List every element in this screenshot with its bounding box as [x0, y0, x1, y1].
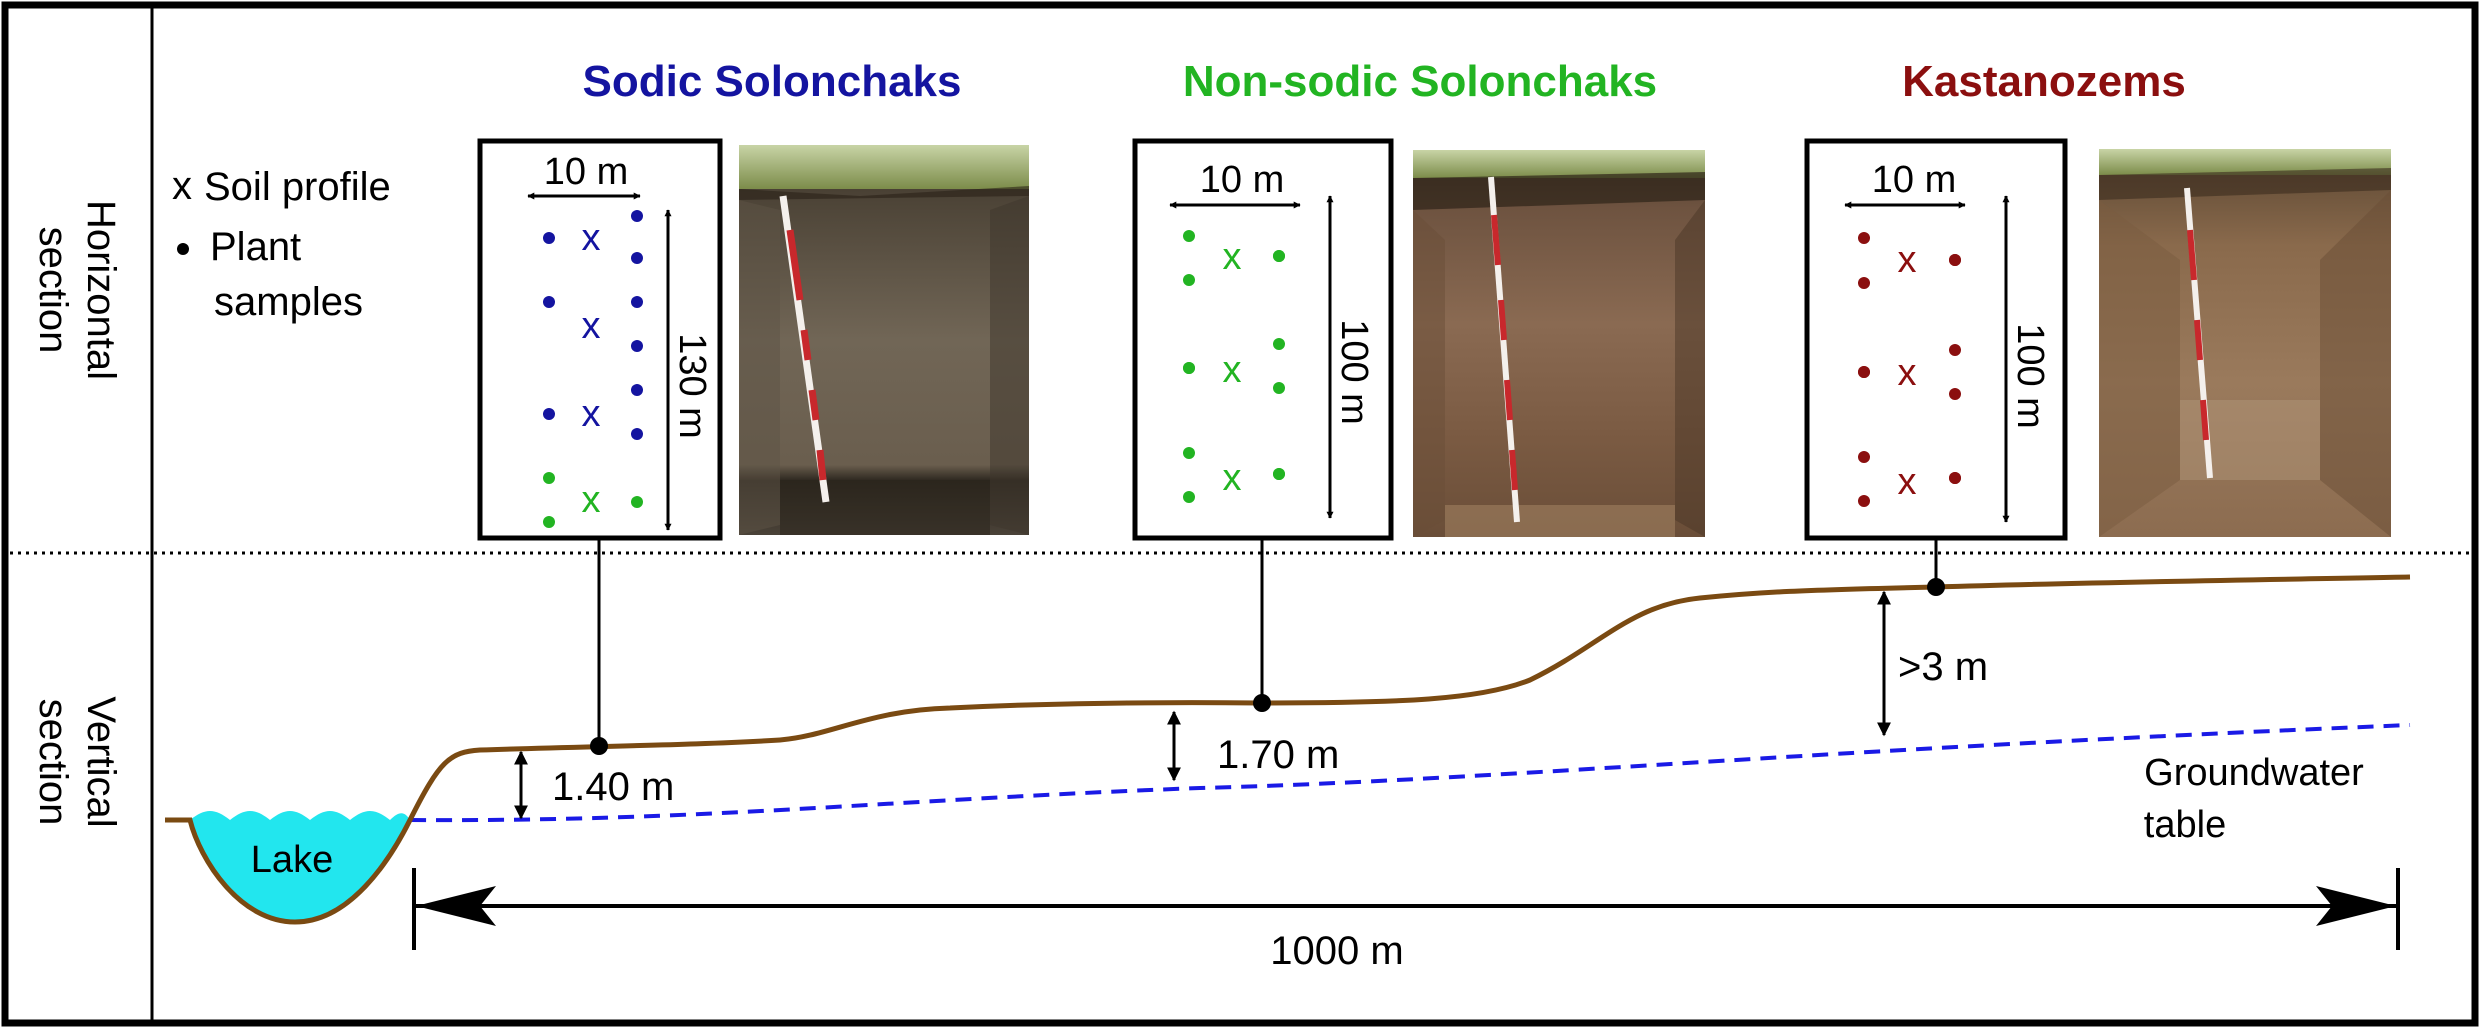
plant-sample-dot [1183, 230, 1195, 242]
soil-profile-label: Soil profile [204, 165, 391, 209]
soil-profile-marker: x [582, 479, 601, 521]
plot-markers: x x x [1183, 230, 1285, 503]
soil-profile-marker: x [1223, 349, 1242, 391]
plot-layout-sodic: 10 m 130 m x x x x [477, 138, 723, 541]
soil-photo-kastanozems [2099, 149, 2391, 537]
plant-sample-dot [631, 428, 643, 440]
lake-water [190, 820, 410, 922]
plant-sample-dot [543, 472, 555, 484]
plant-sample-dot [1183, 491, 1195, 503]
plant-samples-label-line2: samples [214, 280, 363, 324]
plot-layout-kastanozems: 10 m 100 m x x x [1804, 138, 2068, 541]
soil-profile-marker: x [1898, 352, 1917, 394]
depth-label-sodic: 1.40 m [552, 765, 674, 809]
legend: x Soil profile Plant samples [172, 164, 391, 324]
plot-box [477, 138, 723, 541]
groundwater-label-line1: Groundwater [2144, 752, 2364, 794]
plot-layout-non-sodic: 10 m 100 m x x x [1132, 138, 1394, 541]
plant-sample-dot [1949, 388, 1961, 400]
plant-sample-symbol [177, 243, 189, 255]
soil-profile-symbol: x [172, 164, 192, 208]
plant-sample-dot [1273, 250, 1285, 262]
plant-sample-dot [1273, 468, 1285, 480]
plot-width-label: 10 m [1872, 159, 1956, 201]
plant-sample-dot [543, 516, 555, 528]
soil-profile-marker: x [1223, 236, 1242, 278]
soil-profile-marker: x [582, 217, 601, 259]
plant-samples-label-line1: Plant [210, 225, 301, 269]
plant-sample-dot [1949, 472, 1961, 484]
plant-sample-dot [1858, 451, 1870, 463]
lake-waves [190, 811, 410, 820]
plant-sample-dot [631, 384, 643, 396]
plant-sample-dot [543, 296, 555, 308]
distance-label: 1000 m [1270, 929, 1403, 973]
soil-profile-marker: x [582, 393, 601, 435]
plant-sample-dot [631, 496, 643, 508]
plant-sample-dot [631, 296, 643, 308]
plant-sample-dot [1183, 274, 1195, 286]
plot-length-label: 100 m [1333, 319, 1375, 425]
vertical-label-line2: section [31, 699, 75, 826]
plant-sample-dot [1273, 338, 1285, 350]
plant-sample-dot [1949, 344, 1961, 356]
plant-sample-dot [1858, 277, 1870, 289]
plot-width-label: 10 m [544, 151, 628, 193]
plant-sample-dot [631, 340, 643, 352]
plant-sample-dot [543, 408, 555, 420]
horizontal-label-line1: Horizontal [79, 200, 123, 380]
plant-sample-dot [1183, 362, 1195, 374]
site-pin-sodic [590, 737, 608, 755]
soil-profile-marker: x [1898, 461, 1917, 503]
plant-sample-dot [1858, 232, 1870, 244]
soil-profile-marker: x [582, 305, 601, 347]
plot-length-label: 130 m [671, 333, 713, 439]
horizontal-label-line2: section [31, 227, 75, 354]
plant-sample-dot [1858, 366, 1870, 378]
soil-photo-sodic [739, 145, 1029, 535]
soil-profile-marker: x [1223, 457, 1242, 499]
site-pin-kastanozems [1927, 578, 1945, 596]
lake-label: Lake [251, 839, 333, 881]
plant-sample-dot [1949, 254, 1961, 266]
plot-width-label: 10 m [1200, 159, 1284, 201]
plant-sample-dot [631, 252, 643, 264]
site-title-non-sodic: Non-sodic Solonchaks [1183, 57, 1657, 106]
depth-label-non-sodic: 1.70 m [1217, 733, 1339, 777]
plot-markers: x x x x [543, 210, 643, 528]
vertical-label-line1: Vertical [79, 696, 123, 827]
plant-sample-dot [1273, 382, 1285, 394]
depth-label-kastanozems: >3 m [1898, 645, 1988, 689]
terrain-surface [165, 574, 2411, 925]
plant-sample-dot [1183, 447, 1195, 459]
vertical-section-label: Vertical section [31, 696, 123, 827]
plant-sample-dot [1858, 495, 1870, 507]
site-title-sodic: Sodic Solonchaks [583, 57, 962, 106]
site-title-kastanozems: Kastanozems [1902, 57, 2186, 106]
soil-profile-marker: x [1898, 239, 1917, 281]
plot-length-label: 100 m [2009, 323, 2051, 429]
plant-sample-dot [543, 232, 555, 244]
site-pin-non-sodic [1253, 694, 1271, 712]
plant-sample-dot [631, 210, 643, 222]
groundwater-line [409, 723, 2411, 823]
soil-photo-non-sodic [1413, 150, 1705, 537]
plot-markers: x x x [1858, 232, 1961, 507]
groundwater-label-line2: table [2144, 804, 2226, 846]
horizontal-section-label: Horizontal section [31, 200, 123, 380]
